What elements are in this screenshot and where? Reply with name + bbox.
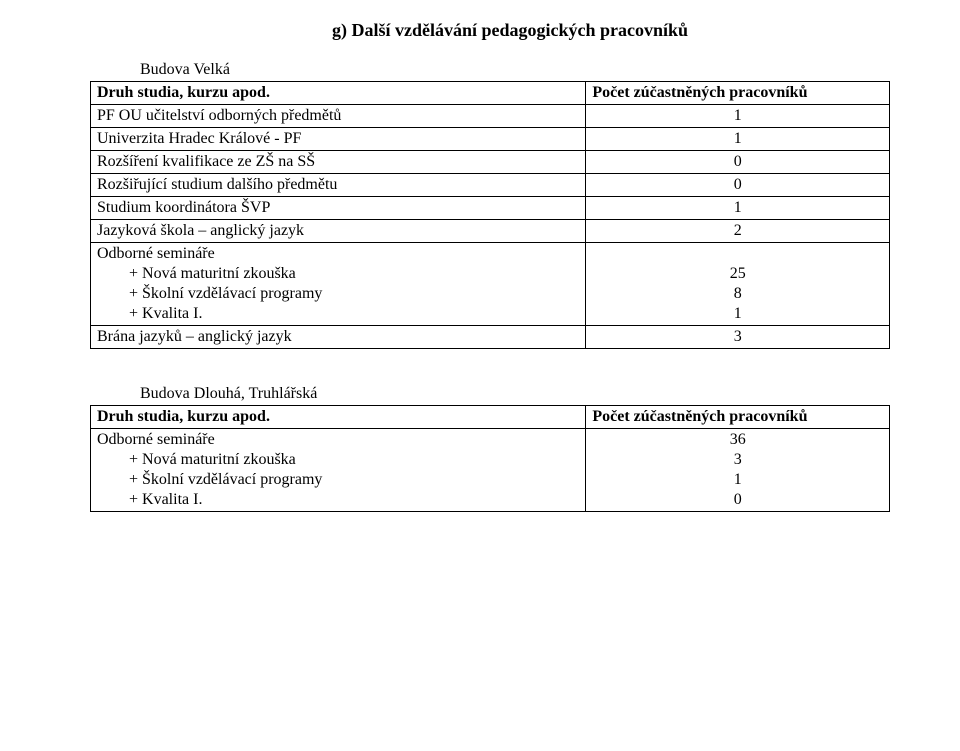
seminar-line: + Kvalita I. (97, 304, 579, 324)
table-cell-right: 1 (586, 105, 890, 128)
table-cell-left: Rozšiřující studium dalšího předmětu (91, 174, 586, 197)
table-cell-right: 1 (586, 128, 890, 151)
table-cell-left: Univerzita Hradec Králové - PF (91, 128, 586, 151)
seminar-line: + Nová maturitní zkouška (97, 264, 579, 284)
table1: Druh studia, kurzu apod. Počet zúčastněn… (90, 81, 890, 349)
seminar-left: Odborné semináře+ Nová maturitní zkouška… (91, 243, 586, 326)
table-row-seminar: Odborné semináře+ Nová maturitní zkouška… (91, 429, 890, 512)
seminar-heading: Odborné semináře (97, 430, 579, 450)
table-cell-right: 0 (586, 151, 890, 174)
table-row: Studium koordinátora ŠVP1 (91, 197, 890, 220)
seminar-heading-value: 36 (730, 430, 746, 450)
table2-header-left: Druh studia, kurzu apod. (91, 406, 586, 429)
table1-group-label: Budova Velká (140, 61, 890, 79)
table1-header-left: Druh studia, kurzu apod. (91, 82, 586, 105)
table-cell-right: 1 (586, 197, 890, 220)
spacer (90, 349, 890, 385)
table-row: Jazyková škola – anglický jazyk2 (91, 220, 890, 243)
table-cell-right: 3 (586, 326, 890, 349)
section-title: g) Další vzdělávání pedagogických pracov… (130, 20, 890, 41)
seminar-right: 2581 (586, 243, 890, 326)
table2: Druh studia, kurzu apod. Počet zúčastněn… (90, 405, 890, 512)
seminar-value: 8 (734, 284, 742, 304)
table-cell-right: 0 (586, 174, 890, 197)
seminar-value: 1 (734, 470, 742, 490)
table-cell-right: 2 (586, 220, 890, 243)
table1-header-right: Počet zúčastněných pracovníků (586, 82, 890, 105)
table-cell-left: Jazyková škola – anglický jazyk (91, 220, 586, 243)
seminar-value: 0 (734, 490, 742, 510)
table-row: Rozšiřující studium dalšího předmětu0 (91, 174, 890, 197)
table2-header-row: Druh studia, kurzu apod. Počet zúčastněn… (91, 406, 890, 429)
seminar-line: + Školní vzdělávací programy (97, 470, 579, 490)
seminar-heading: Odborné semináře (97, 244, 579, 264)
seminar-value: 1 (734, 304, 742, 324)
seminar-left: Odborné semináře+ Nová maturitní zkouška… (91, 429, 586, 512)
table-row: PF OU učitelství odborných předmětů1 (91, 105, 890, 128)
seminar-right-blank (736, 244, 740, 264)
seminar-line: + Školní vzdělávací programy (97, 284, 579, 304)
table2-group-label: Budova Dlouhá, Truhlářská (140, 385, 890, 403)
page: g) Další vzdělávání pedagogických pracov… (0, 0, 960, 751)
table-row: Univerzita Hradec Králové - PF1 (91, 128, 890, 151)
table-cell-left: Brána jazyků – anglický jazyk (91, 326, 586, 349)
table-row-seminar: Odborné semináře+ Nová maturitní zkouška… (91, 243, 890, 326)
table-row: Brána jazyků – anglický jazyk3 (91, 326, 890, 349)
table2-header-right: Počet zúčastněných pracovníků (586, 406, 890, 429)
seminar-value: 3 (734, 450, 742, 470)
table1-header-row: Druh studia, kurzu apod. Počet zúčastněn… (91, 82, 890, 105)
seminar-right: 36310 (586, 429, 890, 512)
table-row: Rozšíření kvalifikace ze ZŠ na SŠ0 (91, 151, 890, 174)
table-cell-left: Studium koordinátora ŠVP (91, 197, 586, 220)
table-cell-left: Rozšíření kvalifikace ze ZŠ na SŠ (91, 151, 586, 174)
seminar-value: 25 (730, 264, 746, 284)
seminar-line: + Kvalita I. (97, 490, 579, 510)
seminar-line: + Nová maturitní zkouška (97, 450, 579, 470)
table-cell-left: PF OU učitelství odborných předmětů (91, 105, 586, 128)
